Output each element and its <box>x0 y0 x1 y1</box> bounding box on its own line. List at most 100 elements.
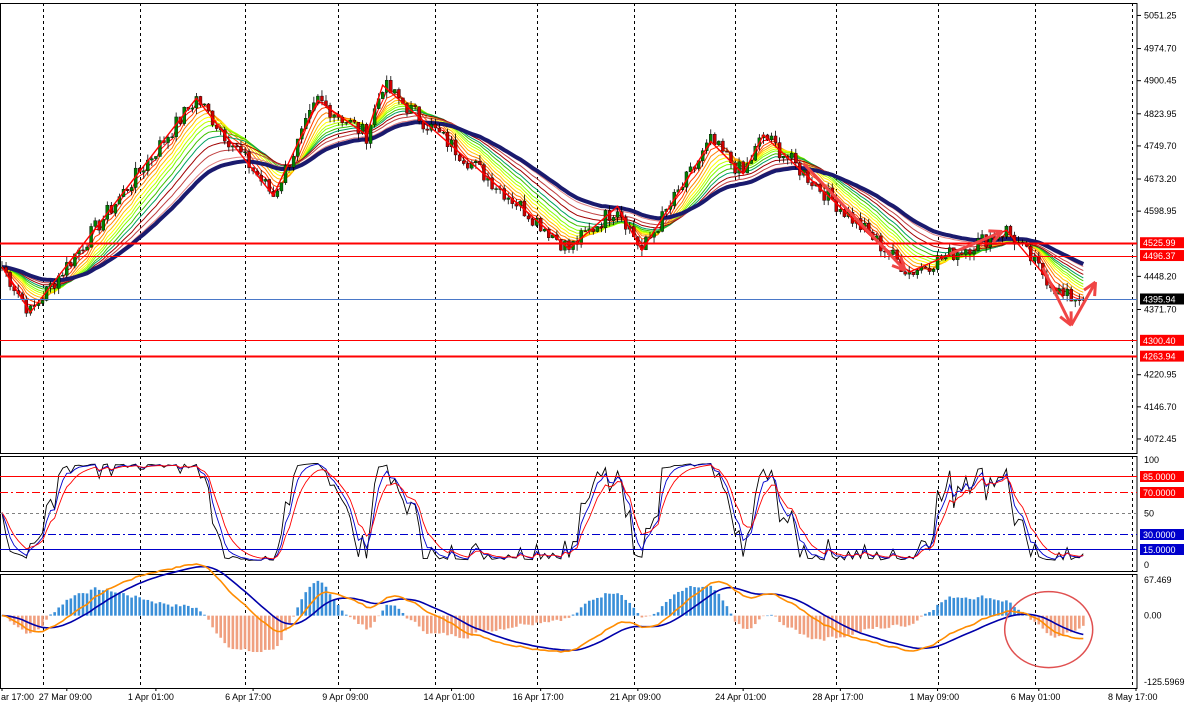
ma-ribbon-line <box>1 102 1084 296</box>
macd-histogram-bar <box>729 613 733 616</box>
macd-histogram-bar <box>652 613 656 616</box>
macd-histogram-bar <box>758 615 761 620</box>
candle-body <box>725 151 729 153</box>
macd-histogram-bar <box>725 606 729 616</box>
macd-histogram-bar <box>438 615 441 634</box>
time-tick-label: 8 May 17:00 <box>1108 692 1158 702</box>
price-panel <box>0 75 1137 358</box>
macd-histogram-bar <box>45 615 48 620</box>
macd-signal-line <box>1 565 1084 652</box>
macd-histogram-bar <box>110 591 113 616</box>
macd-histogram-bar <box>936 604 939 616</box>
candle-body <box>713 134 717 145</box>
macd-histogram-bar <box>992 599 996 616</box>
macd-histogram-bar <box>762 615 765 617</box>
macd-histogram-bar <box>385 604 389 616</box>
stoch-level-label: 85.0000 <box>1143 472 1176 482</box>
macd-histogram-bar <box>288 615 291 625</box>
macd-histogram-bar <box>709 585 713 616</box>
candle-body <box>142 170 146 173</box>
macd-histogram-bar <box>567 615 571 618</box>
macd-histogram-bar <box>1069 615 1073 633</box>
time-tick-label: 14 Apr 01:00 <box>424 692 475 702</box>
macd-histogram-bar <box>328 594 332 616</box>
macd-histogram-bar <box>855 615 858 633</box>
price-tick-label: 4673.20 <box>1144 174 1177 184</box>
trend-arrow <box>1069 281 1097 327</box>
macd-histogram-bar <box>681 590 684 616</box>
price-tick-label: 4900.45 <box>1144 76 1177 86</box>
macd-histogram-bar <box>255 615 259 653</box>
macd-histogram-bar <box>292 615 295 617</box>
macd-histogram-bar <box>89 589 93 616</box>
macd-histogram-bar <box>361 615 364 625</box>
macd-histogram-bar <box>417 615 421 627</box>
time-tick-label: 21 Apr 09:00 <box>610 692 661 702</box>
macd-histogram-bar <box>863 615 866 630</box>
macd-histogram-bar <box>519 615 522 624</box>
macd-histogram-bar <box>952 597 956 616</box>
macd-histogram-bar <box>490 615 494 632</box>
macd-histogram-bar <box>336 604 340 616</box>
macd-histogram-bar <box>462 615 465 639</box>
candle-body <box>413 104 417 107</box>
macd-histogram-bar <box>911 615 915 624</box>
macd-histogram-bar <box>77 593 81 616</box>
time-tick-label: 6 Apr 17:00 <box>225 692 271 702</box>
macd-histogram-bar <box>867 615 870 629</box>
macd-histogram-bar <box>523 615 526 625</box>
price-tick-label: 5051.25 <box>1144 10 1177 20</box>
macd-histogram-bar <box>122 593 125 616</box>
candle-body <box>93 220 97 227</box>
macd-histogram-bar <box>450 615 453 635</box>
time-tick-label: 16 Apr 17:00 <box>513 692 564 702</box>
candle-body <box>52 283 57 289</box>
macd-histogram-bar <box>778 615 781 623</box>
macd-histogram-bar <box>1025 614 1028 616</box>
candle-body <box>348 120 352 123</box>
macd-histogram-bar <box>543 615 546 622</box>
candle-body <box>81 249 85 252</box>
macd-histogram-bar <box>997 600 1000 616</box>
current-price-label: 4395.94 <box>1143 294 1176 304</box>
macd-histogram-bar <box>215 615 218 634</box>
candle-body <box>923 266 928 269</box>
candle-body <box>530 218 535 226</box>
stoch-slow-line <box>1 464 1084 560</box>
macd-histogram-bar <box>802 615 806 635</box>
macd-histogram-bar <box>502 615 506 630</box>
candle-body <box>976 238 980 251</box>
macd-histogram-bar <box>612 593 615 616</box>
time-tick-label: 9 Apr 09:00 <box>322 692 368 702</box>
macd-histogram-bar <box>689 586 692 616</box>
candle-body <box>1000 236 1005 238</box>
macd-histogram-bar <box>93 587 97 616</box>
macd-histogram-bar <box>948 596 951 616</box>
macd-histogram-bar <box>365 615 368 630</box>
macd-histogram-bar <box>944 599 947 616</box>
macd-histogram-bar <box>822 615 826 641</box>
macd-histogram-bar <box>571 614 575 616</box>
macd-histogram-bar <box>1065 615 1069 633</box>
macd-histogram-bar <box>733 615 737 622</box>
macd-histogram-bar <box>632 607 636 616</box>
candle-body <box>291 156 296 168</box>
macd-histogram-bar <box>170 606 174 616</box>
macd-histogram-bar <box>697 587 700 616</box>
macd-histogram-bar <box>1061 615 1065 636</box>
stoch-level-label: 15.0000 <box>1143 545 1176 555</box>
time-axis: ar 17:00 27 Mar 09:00 1 Apr 01:00 6 Apr 17:… <box>1 688 1158 702</box>
candle-body <box>263 179 267 182</box>
macd-histogram-bar <box>547 615 551 623</box>
macd-histogram-bar <box>1033 615 1037 622</box>
candle-body <box>611 217 616 221</box>
price-tick-label: 4371.70 <box>1144 304 1177 314</box>
macd-histogram-bar <box>199 611 202 616</box>
candle-body <box>352 120 357 123</box>
macd-histogram-bar <box>1078 615 1081 629</box>
candle-body <box>65 262 69 276</box>
macd-histogram-bar <box>656 612 660 616</box>
candle-body <box>462 160 466 164</box>
candle-body <box>332 114 336 118</box>
